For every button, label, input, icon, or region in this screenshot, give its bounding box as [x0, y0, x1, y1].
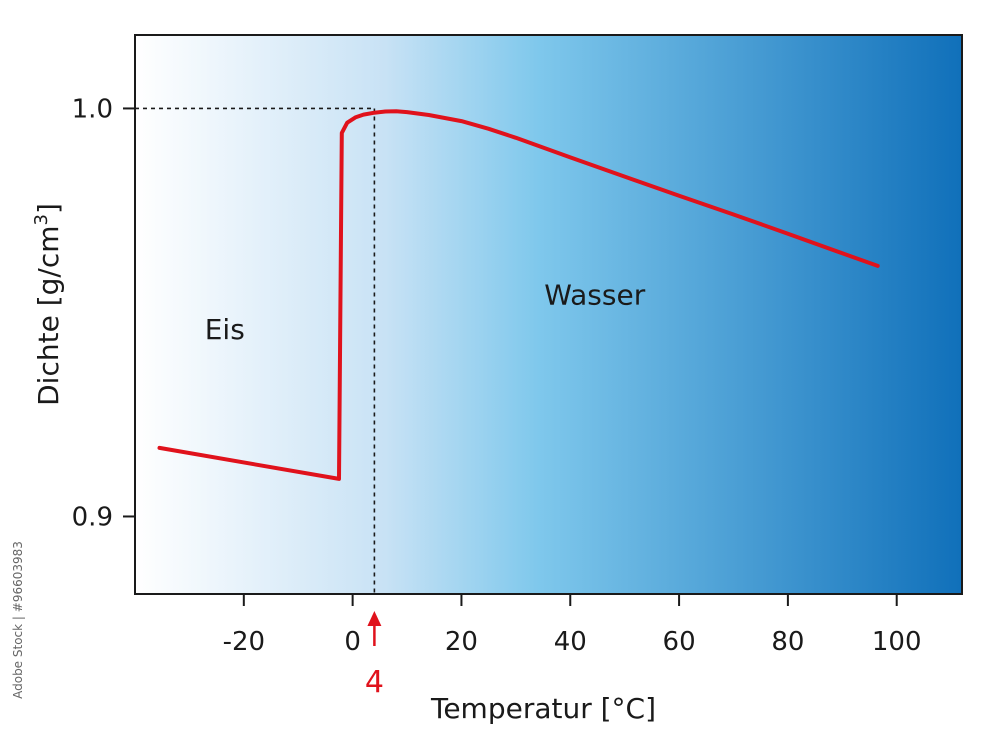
region-label: Wasser [544, 278, 645, 311]
y-axis-label-superscript: 3 [31, 214, 52, 225]
y-axis-label: Dichte [g/cm3] [31, 203, 65, 406]
x-axis-label: Temperatur [°C] [430, 692, 656, 725]
plot-background [135, 35, 962, 594]
y-tick-label: 0.9 [72, 502, 113, 532]
max-density-marker: 4 [365, 611, 384, 700]
density-curve-0 [157, 109, 880, 481]
x-tick-label: 80 [771, 627, 804, 657]
y-axis-label-main: Dichte [g/cm [32, 226, 65, 406]
x-tick-label: 100 [872, 627, 922, 657]
y-tick-label: 1.0 [72, 94, 113, 124]
y-axis-ticks: 0.9 1.0 [72, 94, 135, 532]
plot-frame [134, 34, 963, 595]
guide-lines [135, 107, 376, 594]
region-label: Eis [205, 313, 245, 346]
series-layer [157, 109, 880, 481]
marker-arrow-head [367, 611, 382, 626]
x-tick-label: 20 [445, 627, 478, 657]
x-axis-ticks: -20 0 20 40 60 80 100 [223, 594, 922, 657]
x-tick-label: -20 [223, 627, 265, 657]
x-tick-label: 60 [663, 627, 696, 657]
x-tick-label: 0 [344, 627, 361, 657]
region-labels: Eis Wasser [205, 278, 646, 346]
y-axis-label-end: ] [32, 203, 65, 214]
marker-label: 4 [365, 665, 384, 700]
x-tick-label: 40 [554, 627, 587, 657]
stock-watermark-text: Adobe Stock | #96603983 [11, 541, 25, 699]
